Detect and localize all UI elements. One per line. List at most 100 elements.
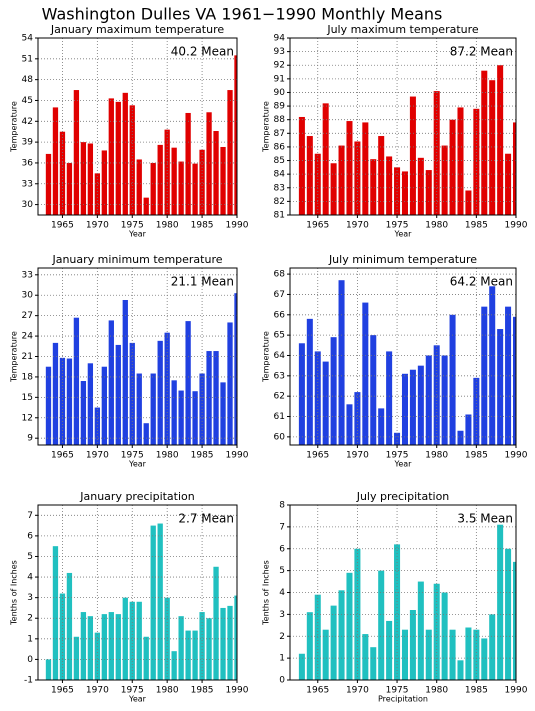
- bar: [115, 344, 121, 445]
- y-axis-label: Tenths of Inches: [262, 560, 271, 626]
- bar: [306, 136, 313, 215]
- y-axis-label: Temperature: [10, 101, 19, 153]
- bar: [505, 153, 512, 215]
- bar: [338, 590, 345, 680]
- plot-frame: [37, 504, 238, 681]
- x-axis-label: Year: [394, 460, 413, 469]
- bar: [362, 302, 369, 445]
- y-tick-label: 33: [22, 270, 33, 280]
- bar: [401, 629, 408, 680]
- bar: [346, 121, 353, 215]
- y-tick-label: 39: [22, 138, 34, 148]
- bar: [473, 377, 480, 445]
- bar: [171, 651, 177, 680]
- bar: [489, 80, 496, 215]
- bar: [171, 147, 177, 215]
- bar: [425, 170, 432, 215]
- y-axis-label: Tenths of Inches: [10, 560, 19, 626]
- bar: [66, 162, 73, 215]
- bar: [465, 414, 472, 445]
- y-tick-label: 6: [279, 544, 285, 554]
- panel-title: July precipitation: [356, 490, 450, 503]
- bar: [306, 318, 313, 445]
- x-tick-label: 1970: [346, 451, 369, 461]
- y-tick-label: 7: [27, 511, 33, 521]
- bar: [497, 524, 504, 680]
- bar: [314, 351, 321, 445]
- bar: [401, 373, 408, 445]
- x-tick-label: 1970: [346, 686, 369, 696]
- bar: [362, 122, 369, 215]
- bar: [457, 430, 464, 445]
- x-tick-label: 1965: [51, 686, 74, 696]
- bar: [59, 593, 66, 680]
- bar: [157, 340, 163, 445]
- bar: [473, 629, 480, 680]
- y-tick-label: 93: [274, 47, 285, 57]
- bar: [108, 612, 114, 680]
- bar: [370, 335, 377, 445]
- y-tick-label: 36: [22, 158, 34, 168]
- mean-annotation: 87.2 Mean: [450, 45, 513, 59]
- bar: [425, 355, 432, 445]
- bar: [66, 358, 73, 445]
- bar: [122, 92, 128, 215]
- y-tick-label: 6: [27, 531, 33, 541]
- x-tick-label: 1990: [505, 451, 528, 461]
- x-tick-label: 1965: [306, 686, 329, 696]
- y-tick-label: 5: [279, 566, 285, 576]
- y-tick-label: 4: [27, 573, 33, 583]
- x-tick-label: 1970: [86, 451, 109, 461]
- x-tick-label: 1970: [86, 221, 109, 231]
- bar: [213, 566, 219, 680]
- plot: [298, 524, 516, 680]
- bar: [465, 627, 472, 680]
- y-tick-label: 21: [22, 352, 33, 362]
- bar: [417, 365, 424, 445]
- y-tick-label: 61: [274, 412, 285, 422]
- bar: [115, 614, 121, 680]
- bar: [409, 96, 416, 215]
- bar: [52, 342, 59, 445]
- bar: [512, 316, 516, 445]
- bar: [394, 432, 401, 445]
- bar: [512, 122, 516, 215]
- y-tick-label: 4: [279, 588, 285, 598]
- y-tick-label: 87: [274, 129, 285, 139]
- x-tick-label: 1965: [51, 221, 74, 231]
- bar: [354, 548, 361, 680]
- bar: [433, 91, 440, 215]
- bar: [108, 320, 114, 445]
- bar: [185, 112, 191, 215]
- y-tick-label: 42: [22, 117, 33, 127]
- bar: [338, 145, 345, 215]
- y-tick-label: 68: [274, 270, 286, 280]
- bar: [489, 614, 496, 680]
- y-axis-label: Temperature: [10, 331, 19, 383]
- bar: [220, 382, 226, 445]
- bar: [489, 286, 496, 445]
- bar: [178, 616, 184, 680]
- x-tick-label: 1990: [505, 221, 528, 231]
- bar: [52, 546, 59, 680]
- plot-frame: [37, 267, 238, 446]
- plot: [45, 523, 237, 680]
- x-tick-label: 1975: [386, 221, 409, 231]
- panel-title: January precipitation: [79, 490, 195, 503]
- bar: [497, 329, 504, 445]
- bar: [178, 161, 184, 215]
- bar: [136, 159, 142, 215]
- y-tick-label: 9: [27, 434, 33, 444]
- bar: [409, 610, 416, 680]
- bar: [425, 629, 432, 680]
- bar: [185, 321, 191, 445]
- bar: [417, 581, 424, 680]
- bar: [457, 660, 464, 680]
- bar: [150, 373, 156, 445]
- bar: [108, 98, 114, 215]
- y-tick-label: 65: [274, 331, 285, 341]
- bar: [157, 144, 163, 215]
- y-tick-label: 85: [274, 156, 285, 166]
- bar: [346, 572, 353, 680]
- mean-annotation: 21.1 Mean: [171, 275, 234, 289]
